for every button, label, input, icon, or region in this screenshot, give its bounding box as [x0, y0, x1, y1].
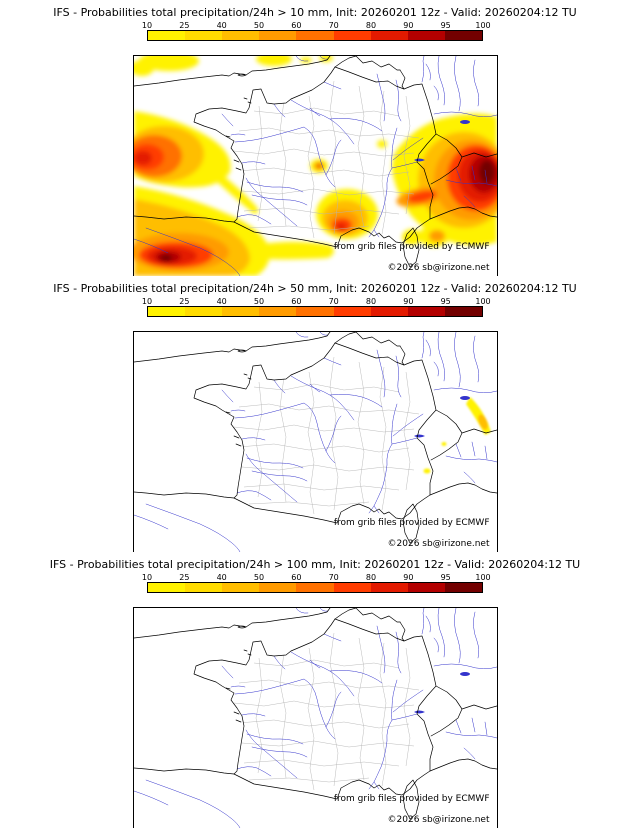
panel-title: IFS - Probabilities total precipitation/… — [53, 282, 577, 295]
colorbar-tick-labels: 10 25 40 50 60 70 80 90 95 100 — [141, 573, 491, 582]
map-frame-50mm: from grib files provided by ECMWF ©2026 … — [132, 331, 498, 552]
france-precip-map-50mm — [134, 332, 497, 552]
panel-100mm: IFS - Probabilities total precipitation/… — [0, 552, 630, 828]
credit-provider: from grib files provided by ECMWF — [333, 518, 490, 528]
credit-provider: from grib files provided by ECMWF — [333, 242, 490, 252]
precip-probability-field-50mm — [423, 397, 491, 474]
credit-copyright: ©2026 sb@irizone.net — [387, 539, 490, 549]
probability-colorbar: 10 25 40 50 60 70 80 90 95 100 — [141, 21, 491, 41]
colorbar-gradient — [147, 30, 483, 41]
credit-provider: from grib files provided by ECMWF — [333, 794, 490, 804]
probability-colorbar: 10 25 40 50 60 70 80 90 95 100 — [141, 297, 491, 317]
panel-10mm: IFS - Probabilities total precipitation/… — [0, 0, 630, 276]
credit-copyright: ©2026 sb@irizone.net — [387, 815, 490, 825]
credit-copyright: ©2026 sb@irizone.net — [387, 263, 490, 273]
panel-title: IFS - Probabilities total precipitation/… — [53, 6, 577, 19]
precip-probability-field-10mm — [133, 56, 497, 276]
map-frame-100mm: from grib files provided by ECMWF ©2026 … — [132, 607, 498, 828]
colorbar-tick-labels: 10 25 40 50 60 70 80 90 95 100 — [141, 21, 491, 30]
colorbar-gradient — [147, 582, 483, 593]
france-precip-map-10mm — [133, 56, 497, 276]
colorbar-tick-labels: 10 25 40 50 60 70 80 90 95 100 — [141, 297, 491, 306]
map-frame-10mm: from grib files provided by ECMWF ©2026 … — [132, 55, 498, 276]
panel-50mm: IFS - Probabilities total precipitation/… — [0, 276, 630, 552]
panel-title: IFS - Probabilities total precipitation/… — [49, 558, 581, 571]
colorbar-gradient — [147, 306, 483, 317]
probability-colorbar: 10 25 40 50 60 70 80 90 95 100 — [141, 573, 491, 593]
